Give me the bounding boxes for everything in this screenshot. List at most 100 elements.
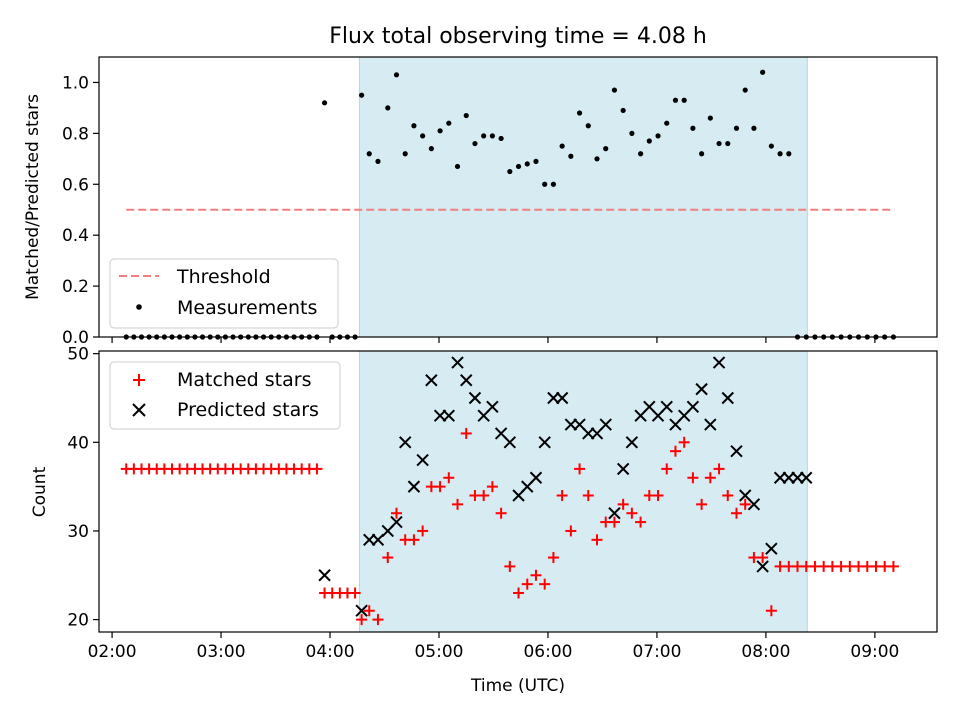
predicted-star-point: [407, 480, 421, 493]
y-tick-label: 0.2: [62, 277, 89, 297]
matched-star-point: [591, 534, 603, 546]
predicted-star-point: [503, 436, 517, 449]
matched-star-point: [696, 498, 708, 510]
measurement-point: [472, 140, 478, 147]
matched-star-point: [652, 489, 664, 501]
predicted-star-point: [371, 533, 385, 547]
measurement-point: [533, 158, 539, 164]
measurement-point: [524, 161, 530, 167]
predicted-star-point: [695, 382, 708, 396]
top-plot-grid: 0.0 0.2 0.4 0.6 0.8 1.0: [62, 73, 876, 348]
y-tick-label: 0.4: [62, 226, 89, 246]
measurement-point: [629, 130, 635, 136]
measurement-point: [489, 133, 495, 139]
measurement-point: [402, 151, 408, 157]
measurement-point: [385, 105, 391, 111]
predicted-star-point: [451, 356, 464, 369]
matched-star-point: [460, 427, 472, 439]
matched-star-point: [408, 534, 420, 546]
measurement-point: [411, 123, 417, 129]
y-tick-label: 0.0: [62, 328, 89, 348]
predicted-star-point: [730, 444, 743, 458]
measurement-point: [542, 181, 548, 187]
bottom-plot-ylabel: Count: [30, 466, 50, 517]
matched-star-point: [574, 463, 586, 475]
measurement-point: [699, 151, 705, 157]
matched-star-point: [390, 507, 402, 519]
predicted-star-point: [747, 498, 761, 511]
y-tick-label: 0.6: [62, 175, 89, 195]
predicted-star-point: [721, 391, 734, 405]
measurement-point: [481, 133, 487, 139]
predicted-star-point: [555, 391, 569, 405]
matched-star-point: [582, 489, 594, 501]
matched-star-point: [739, 498, 751, 510]
predicted-star-point: [416, 453, 429, 467]
matched-star-point: [626, 507, 638, 519]
matched-star-point: [678, 436, 690, 448]
bottom-plot-grid: 02:00 03:00 04:00 05:00 06:00 07:00 08:00 09:00…: [67, 345, 899, 662]
matched-star-point: [556, 489, 568, 501]
legend-matched-label: Matched stars: [177, 369, 311, 391]
bottom-plot-shade: [358, 350, 808, 633]
matched-star-point: [504, 560, 516, 572]
matched-star-point: [713, 463, 725, 475]
measurement-point: [550, 181, 557, 187]
predicted-star-point: [599, 418, 612, 431]
predicted-star-point: [800, 471, 813, 484]
predicted-star-point: [390, 515, 403, 529]
measurement-point: [777, 151, 783, 157]
matched-star-point: [704, 472, 716, 484]
x-tick-label: 03:00: [197, 642, 246, 662]
matched-star-point: [495, 507, 507, 519]
predicted-star-point: [486, 400, 499, 414]
measurement-point: [507, 168, 513, 175]
observing-window-shade: [358, 56, 808, 338]
predicted-star-point: [616, 462, 630, 476]
matched-star-point: [547, 552, 559, 564]
y-tick-label: 50: [67, 345, 89, 365]
measurement-point: [707, 115, 713, 121]
matched-star-point: [443, 472, 455, 484]
bottom-plot-frame: [98, 350, 938, 633]
predicted-star-point: [318, 569, 331, 582]
predicted-star-point: [425, 374, 438, 387]
measurement-point: [611, 87, 618, 93]
measurement-point: [760, 69, 766, 75]
measurement-point: [321, 100, 328, 106]
measurement-point: [454, 163, 461, 170]
legend-matched-swatch: [133, 374, 145, 386]
matched-star-point: [530, 569, 542, 581]
predicted-star-point: [468, 391, 482, 405]
measurement-point: [393, 72, 400, 78]
legend-measurements-swatch: [136, 304, 142, 310]
measurement-point: [375, 158, 381, 164]
bottom-legend-box: [109, 361, 341, 430]
measurement-point: [672, 97, 679, 103]
measurement-point: [568, 153, 574, 159]
matched-star-point: [687, 472, 699, 484]
bottom-plot-xlabel: Time (UTC): [470, 676, 565, 696]
legend-threshold-label: Threshold: [176, 266, 271, 288]
legend-measurements-label: Measurements: [177, 297, 317, 319]
matched-star-point: [521, 578, 533, 590]
predicted-star-point: [712, 356, 726, 369]
matched-star-point: [356, 614, 368, 626]
measurement-point: [690, 125, 696, 131]
matched-star-point: [730, 507, 742, 519]
predicted-star-point: [460, 374, 473, 387]
top-legend: Threshold Measurements: [109, 258, 339, 329]
measurement-point: [576, 110, 583, 116]
matched-star-point: [372, 614, 384, 626]
figure-title: Flux total observing time = 4.08 h: [329, 24, 707, 49]
matched-star-point: [349, 587, 361, 599]
x-tick-label: 08:00: [741, 642, 790, 662]
predicted-star-point: [704, 418, 717, 431]
predicted-star-point: [756, 560, 769, 573]
matched-star-point: [452, 498, 464, 510]
matched-star-point: [363, 605, 375, 617]
bottom-legend: Matched stars Predicted stars: [109, 361, 341, 430]
measurement-point: [420, 133, 426, 139]
measurement-point: [559, 143, 565, 149]
